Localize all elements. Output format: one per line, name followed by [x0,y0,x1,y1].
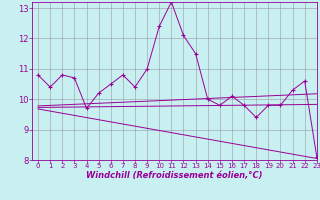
X-axis label: Windchill (Refroidissement éolien,°C): Windchill (Refroidissement éolien,°C) [86,171,263,180]
